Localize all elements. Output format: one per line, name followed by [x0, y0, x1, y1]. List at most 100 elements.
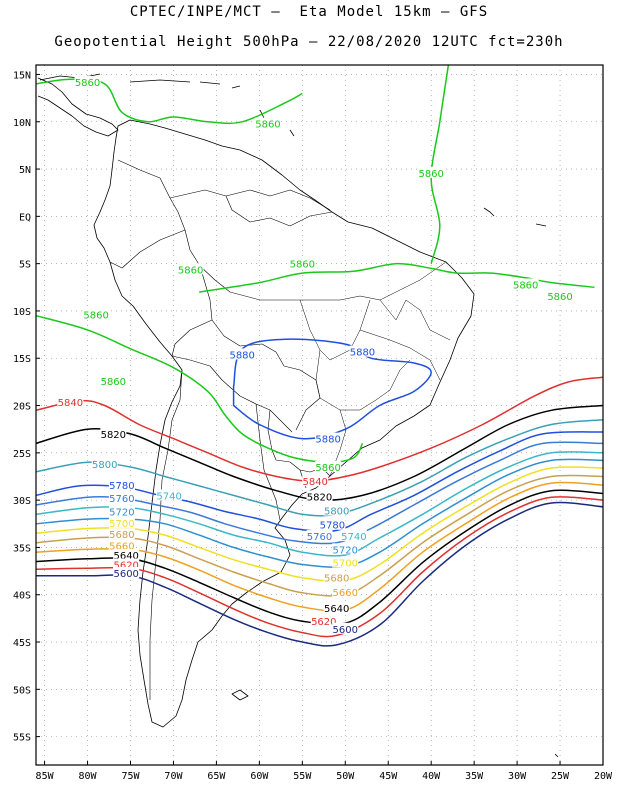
- contour-label-5660: 5660: [333, 588, 358, 599]
- contour-label-bg: [315, 461, 342, 473]
- height-contours: 5880 5880 5880 5860 5860 5860 5860 5860 5860 5860…: [35, 64, 604, 647]
- coastline-boundaries: [37, 73, 559, 758]
- contour-label-5700: 5700: [109, 519, 134, 530]
- contour-label-5860: 5860: [101, 377, 126, 388]
- contour-5720: [35, 458, 604, 568]
- brazil-state-borders: [229, 261, 451, 477]
- contour-label-5860: 5860: [315, 463, 340, 474]
- contour-5880: [232, 338, 432, 440]
- contour-label-5880: 5880: [350, 348, 375, 359]
- contour-5600: [35, 501, 604, 647]
- contour-label-5720: 5720: [333, 545, 358, 556]
- lat-tick-label: 10N: [13, 118, 31, 129]
- contour-label-bg: [332, 585, 359, 597]
- contour-label-5860: 5860: [178, 265, 203, 276]
- contour-5820: [35, 404, 604, 502]
- contour-label-bg: [108, 492, 135, 504]
- contour-label-bg: [306, 530, 333, 542]
- contour-label-bg: [91, 458, 118, 470]
- central-america-coastline: [37, 77, 119, 137]
- country-borders: [109, 159, 333, 700]
- contour-label-5860: 5860: [547, 292, 572, 303]
- contour-label-bg: [340, 530, 367, 542]
- axis-ticks: 15N 10N 5N EQ 5S 10S 15S 20S 25S 30S 35S 40S 45S 50S 5…: [13, 70, 613, 782]
- contour-5660: [35, 481, 604, 612]
- contour-label-bg: [229, 348, 256, 360]
- contour-5800: [35, 418, 604, 517]
- contour-label-5880: 5880: [229, 350, 254, 361]
- contour-label-bg: [306, 490, 333, 502]
- contour-5860: [430, 64, 450, 264]
- lon-tick-label: 75W: [121, 771, 140, 782]
- atlantic-islands: [483, 207, 559, 758]
- contour-label-5760: 5760: [109, 494, 134, 505]
- lat-tick-label: 5S: [19, 260, 31, 271]
- lon-tick-label: 20W: [594, 771, 613, 782]
- lon-tick-label: 45W: [379, 771, 398, 782]
- contour-label-bg: [323, 571, 350, 583]
- contour-label-bg: [108, 539, 135, 551]
- contour-label-bg: [319, 518, 346, 530]
- lon-tick-label: 50W: [336, 771, 355, 782]
- lat-tick-label: 15N: [13, 70, 31, 81]
- contour-label-5620: 5620: [311, 617, 336, 628]
- contour-label-5720: 5720: [109, 507, 134, 518]
- lon-tick-label: 40W: [422, 771, 441, 782]
- contour-5700: [35, 466, 604, 583]
- contour-label-5640: 5640: [113, 551, 138, 562]
- contour-label-5740: 5740: [341, 532, 366, 543]
- contour-label-5680: 5680: [109, 530, 134, 541]
- falklands-islands: [231, 689, 249, 701]
- contour-label-bg: [57, 395, 84, 407]
- contour-label-bg: [315, 432, 342, 444]
- contour-label-bg: [108, 528, 135, 540]
- contour-label-bg: [156, 489, 183, 501]
- south-america-coastline: [93, 119, 475, 728]
- contour-label-5800: 5800: [324, 507, 349, 518]
- contour-label-5860: 5860: [290, 260, 315, 271]
- contour-label-5600: 5600: [333, 625, 358, 636]
- lat-tick-label: 35S: [13, 543, 31, 554]
- contour-label-bg: [332, 556, 359, 568]
- contour-label-bg: [323, 504, 350, 516]
- title-line-1: CPTEC/INPE/MCT – Eta Model 15km – GFS: [129, 4, 489, 20]
- contour-label-bg: [349, 345, 376, 357]
- contour-label-bg: [418, 166, 445, 178]
- contour-label-5620: 5620: [113, 560, 138, 571]
- contour-label-bg: [254, 117, 281, 129]
- contour-label-bg: [332, 622, 359, 634]
- contour-label-5640: 5640: [324, 604, 349, 615]
- lat-tick-label: 20S: [13, 402, 31, 413]
- lon-tick-label: 35W: [465, 771, 484, 782]
- contour-label-bg: [302, 475, 329, 487]
- contour-5840: [35, 376, 604, 482]
- contour-label-5680: 5680: [324, 574, 349, 585]
- lon-tick-label: 70W: [164, 771, 183, 782]
- lat-tick-label: EQ: [19, 212, 31, 223]
- map-frame: [35, 64, 604, 766]
- contour-5740: [35, 451, 604, 557]
- contour-label-5820: 5820: [307, 492, 332, 503]
- title-line-2: Geopotential Height 500hPa – 22/08/2020 …: [54, 34, 564, 50]
- contour-label-5840: 5840: [302, 477, 327, 488]
- lon-tick-label: 25W: [551, 771, 570, 782]
- lat-tick-label: 15S: [13, 354, 31, 365]
- contour-label-5740: 5740: [156, 491, 181, 502]
- contour-label-5780: 5780: [320, 521, 345, 532]
- contour-label-bg: [512, 278, 539, 290]
- lat-tick-label: 25S: [13, 449, 31, 460]
- lon-tick-label: 65W: [207, 771, 226, 782]
- contour-label-5780: 5780: [109, 481, 134, 492]
- lat-tick-label: 50S: [13, 685, 31, 696]
- contour-5620: [35, 496, 604, 638]
- lon-tick-label: 60W: [250, 771, 269, 782]
- contour-label-bg: [74, 76, 101, 88]
- contour-label-bg: [177, 263, 204, 275]
- contour-label-bg: [323, 601, 350, 613]
- contour-5640: [35, 489, 604, 626]
- contour-label-bg: [108, 516, 135, 528]
- contour-label-5840: 5840: [58, 398, 83, 409]
- contour-label-5700: 5700: [333, 559, 358, 570]
- contour-5680: [35, 474, 604, 597]
- contour-label-bg: [310, 615, 337, 627]
